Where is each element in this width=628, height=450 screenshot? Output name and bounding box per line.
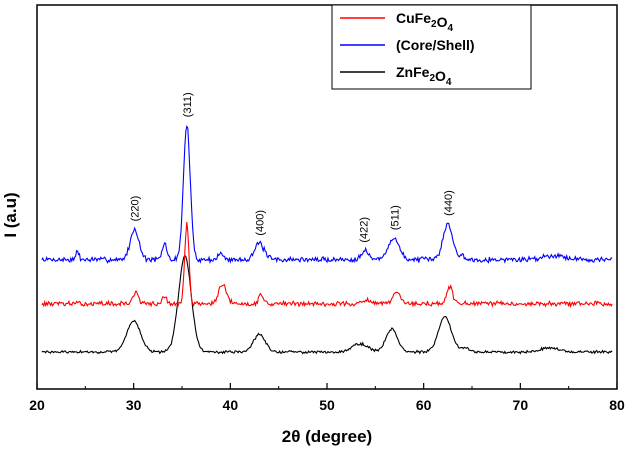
x-tick-label: 40 <box>223 397 239 413</box>
peak-label: (422) <box>359 217 371 243</box>
y-axis-title: I (a.u) <box>1 192 20 237</box>
peak-label: (440) <box>443 190 455 216</box>
peak-label: (511) <box>390 205 402 230</box>
legend-items: CuFe2O4 (Core/Shell) ZnFe2O4 <box>340 10 475 88</box>
legend-label: CuFe2O4 <box>396 10 453 34</box>
legend: CuFe2O4 (Core/Shell) ZnFe2O4 <box>331 4 532 90</box>
x-tick-label: 70 <box>513 397 529 413</box>
x-axis-ticks: 20 30 40 50 60 70 80 <box>29 383 625 413</box>
legend-label: ZnFe2O4 <box>396 64 452 88</box>
x-axis-title: 2θ (degree) <box>282 427 372 446</box>
x-tick-label: 30 <box>126 397 142 413</box>
peak-label: (311) <box>182 92 194 117</box>
x-tick-label: 60 <box>416 397 432 413</box>
peak-labels: (220) (311) (400) (422) (511) (440) <box>130 92 455 242</box>
peak-label: (400) <box>254 210 266 236</box>
series-line <box>41 254 613 355</box>
x-tick-label: 20 <box>29 397 45 413</box>
legend-label: (Core/Shell) <box>396 37 475 53</box>
series-line <box>41 124 613 265</box>
peak-label: (220) <box>130 196 142 222</box>
series-layer <box>41 124 613 355</box>
legend-box <box>331 4 532 90</box>
x-tick-label: 50 <box>319 397 335 413</box>
series-line <box>41 221 613 309</box>
x-tick-label: 80 <box>609 397 625 413</box>
